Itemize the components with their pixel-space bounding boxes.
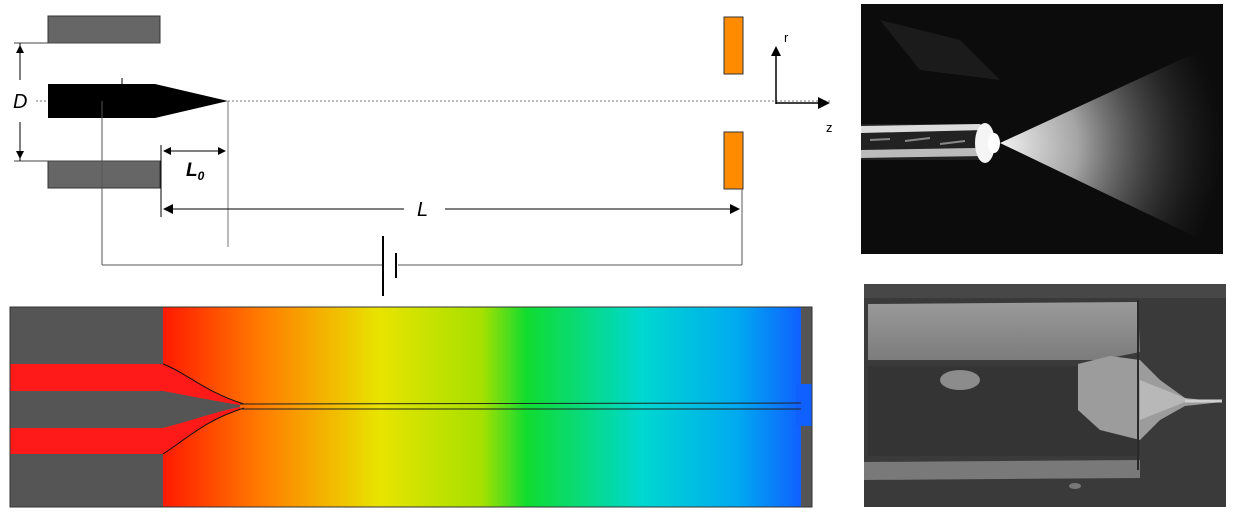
sim-needle (10, 391, 240, 428)
ring-electrode-lower (723, 131, 744, 190)
gap-label: L0 (186, 160, 205, 183)
sim-liquid-lower (10, 407, 240, 454)
field-gradient (163, 307, 801, 507)
upper-electrode (47, 15, 161, 44)
bright-meniscus (975, 123, 995, 163)
ring-electrode-upper (723, 16, 744, 75)
simulation-panel (9, 306, 813, 508)
needle (48, 84, 228, 118)
distance-label: L (417, 199, 428, 221)
lower-electrode (47, 160, 161, 189)
diameter-label: D (13, 91, 27, 113)
spray-plume (1000, 40, 1223, 250)
schematic: D r z L0 L (13, 15, 833, 296)
sim-jet-top (239, 402, 802, 405)
axial-axis-label: z (826, 120, 833, 135)
spray-photograph (861, 4, 1223, 254)
radial-axis-label: r (784, 30, 789, 45)
meniscus-photograph (864, 284, 1226, 507)
